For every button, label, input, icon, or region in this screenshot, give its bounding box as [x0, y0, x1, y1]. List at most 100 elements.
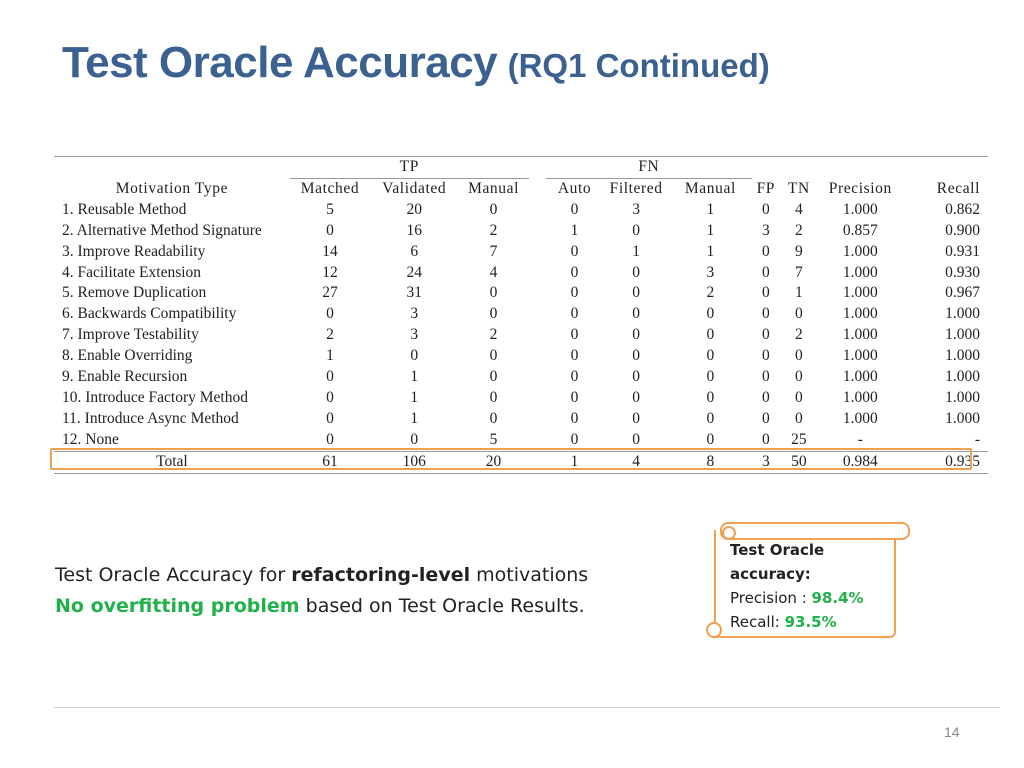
- table-row: 6. Backwards Compatibility 0 3 0 0 0 0 0 0 1.000 1…: [54, 304, 988, 325]
- table-cell: 0: [570, 368, 579, 386]
- table-cell: 12: [322, 263, 338, 281]
- motivation-type-cell: 10. Introduce Factory Method: [62, 388, 248, 406]
- callout-precision: Precision : 98.4%: [730, 589, 864, 607]
- table-cell: 4: [794, 200, 803, 218]
- table-cell: 20: [458, 450, 529, 474]
- table-cell: 0: [632, 409, 640, 427]
- table-cell: 0: [794, 388, 803, 406]
- table-cell: 0: [632, 326, 640, 344]
- table-cell: 0: [326, 430, 334, 448]
- table-cell: 0: [570, 284, 579, 302]
- motivation-type-cell: 4. Facilitate Extension: [62, 263, 202, 281]
- results-table-container: TP FN Motivation Type Matched Validated …: [54, 156, 988, 474]
- table-cell: 61: [289, 450, 371, 474]
- callout-heading-1: Test Oracle: [730, 541, 825, 559]
- no-overfitting-text: No overfitting problem: [55, 595, 300, 617]
- slide-caption: Test Oracle Accuracy for refactoring-lev…: [55, 560, 588, 622]
- table-cell: 1.000: [842, 284, 878, 302]
- table-cell: 0: [410, 347, 419, 365]
- table-cell: 0: [706, 326, 715, 344]
- table-cell: 0: [761, 242, 770, 260]
- table-cell: 0: [326, 221, 334, 239]
- table-cell: -: [857, 430, 863, 448]
- col-recall: Recall: [936, 179, 980, 197]
- table-cell: 0: [326, 409, 334, 427]
- table-cell: 1: [706, 242, 715, 260]
- callout-heading-2: accuracy:: [730, 565, 811, 583]
- table-cell: 1.000: [842, 368, 878, 386]
- table-row: 9. Enable Recursion 0 1 0 0 0 0 0 0 1.000 1.000: [54, 367, 988, 388]
- table-cell: 0: [570, 347, 579, 365]
- table-cell: 0: [761, 430, 770, 448]
- col-validated: Validated: [382, 179, 447, 197]
- table-cell: 31: [406, 284, 422, 302]
- table-cell: 106: [370, 450, 459, 474]
- table-cell: 0: [761, 263, 770, 281]
- table-cell: 0: [570, 242, 579, 260]
- table-cell: 0: [761, 326, 770, 344]
- table-cell: 1: [570, 221, 579, 239]
- table-row: 8. Enable Overriding 1 0 0 0 0 0 0 0 1.000 1.000: [54, 346, 988, 367]
- table-cell: 5: [489, 430, 498, 448]
- fn-group-label: FN: [545, 157, 753, 179]
- table-cell: 1.000: [945, 388, 980, 406]
- table-row: 11. Introduce Async Method 0 1 0 0 0 0 0 0 1.000 1…: [54, 409, 988, 430]
- table-cell: 1.000: [842, 305, 878, 323]
- col-precision: Precision: [828, 179, 892, 197]
- table-cell: 0: [570, 200, 579, 218]
- table-cell: 2: [489, 326, 498, 344]
- table-row: 10. Introduce Factory Method 0 1 0 0 0 0 0 0 1.00…: [54, 388, 988, 409]
- table-cell: 4: [603, 450, 669, 474]
- table-cell: 0: [706, 305, 715, 323]
- table-cell: 0.930: [945, 263, 980, 281]
- table-cell: 2: [794, 221, 803, 239]
- scroll-curl-icon: [722, 526, 736, 540]
- table-cell: 1.000: [842, 347, 878, 365]
- table-cell: 0: [632, 263, 640, 281]
- column-header-row: Motivation Type Matched Validated Manual…: [54, 178, 988, 199]
- accuracy-callout: Test Oracle accuracy: Precision : 98.4% …: [706, 522, 910, 638]
- table-cell: 0: [570, 263, 579, 281]
- table-cell: 0: [761, 347, 770, 365]
- table-cell: 1.000: [945, 409, 980, 427]
- table-cell: 0: [706, 388, 715, 406]
- motivation-type-cell: 3. Improve Readability: [62, 242, 206, 260]
- table-cell: 7: [489, 242, 498, 260]
- table-row: 1. Reusable Method 5 20 0 0 3 1 0 4 1.000 0.862: [54, 200, 988, 221]
- motivation-type-cell: 2. Alternative Method Signature: [62, 221, 262, 239]
- table-cell: 0: [410, 430, 419, 448]
- motivation-type-cell: 7. Improve Testability: [62, 326, 199, 344]
- table-cell: 0: [570, 305, 579, 323]
- table-cell: 0: [489, 200, 498, 218]
- table-cell: 3: [410, 326, 419, 344]
- results-table: TP FN Motivation Type Matched Validated …: [54, 156, 988, 474]
- slide-title-sub: (RQ1 Continued): [507, 47, 770, 84]
- table-cell: 2: [706, 284, 715, 302]
- motivation-type-cell: 1. Reusable Method: [62, 200, 187, 218]
- table-cell: 1.000: [842, 200, 878, 218]
- table-row: 3. Improve Readability 14 6 7 0 1 1 0 9 1.000 0.93…: [54, 242, 988, 263]
- table-cell: 0: [489, 368, 498, 386]
- table-cell: 0: [761, 200, 770, 218]
- tp-group-label: TP: [289, 157, 529, 179]
- table-cell: 2: [794, 326, 803, 344]
- table-cell: 0: [326, 368, 334, 386]
- table-cell: 0: [794, 368, 803, 386]
- table-cell: 5: [326, 200, 334, 218]
- table-cell: 1.000: [842, 263, 878, 281]
- table-cell: 1: [706, 200, 715, 218]
- table-row: 4. Facilitate Extension 12 24 4 0 0 3 0 7 1.000 0.…: [54, 263, 988, 284]
- table-cell: 0: [632, 221, 640, 239]
- table-cell: 9: [794, 242, 803, 260]
- table-cell: 16: [406, 221, 422, 239]
- table-cell: 25: [791, 430, 807, 448]
- table-cell: 3: [632, 200, 640, 218]
- table-cell: 1: [794, 284, 803, 302]
- table-cell: 0: [794, 305, 803, 323]
- table-cell: 0: [761, 305, 770, 323]
- table-cell: 0: [632, 284, 640, 302]
- table-cell: 0.967: [945, 284, 980, 302]
- table-cell: 6: [410, 242, 419, 260]
- table-cell: 0: [706, 347, 715, 365]
- table-cell: 0: [489, 409, 498, 427]
